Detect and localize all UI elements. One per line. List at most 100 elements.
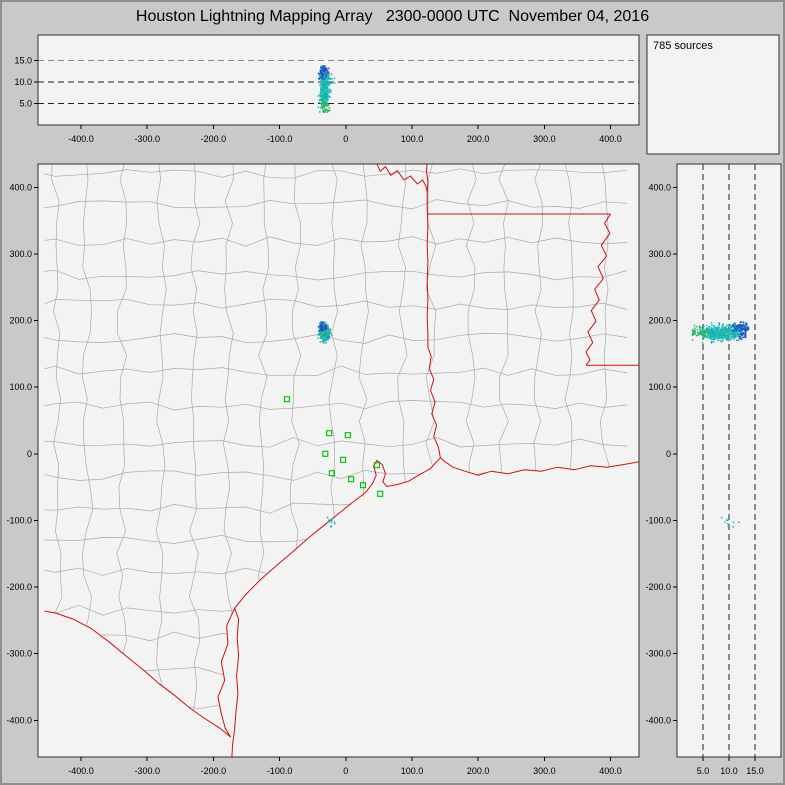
- lightning-source-point: [325, 86, 328, 89]
- county-line: [44, 365, 628, 376]
- lightning-source-point: [703, 334, 706, 337]
- lightning-source-point: [733, 323, 736, 326]
- county-line: [188, 164, 201, 738]
- ew-y-tick-label: 15.0: [14, 56, 32, 66]
- lightning-source-point: [701, 330, 703, 333]
- lightning-source-point: [719, 339, 722, 342]
- county-line: [116, 164, 128, 738]
- lightning-source-point: [321, 67, 324, 71]
- ew-panel-border: [37, 34, 640, 126]
- lightning-source-point: [744, 333, 747, 336]
- lightning-source-point: [330, 333, 332, 335]
- map-y-tick-label: 100.0: [9, 382, 32, 392]
- plan-view-map-panel[interactable]: [31, 157, 640, 758]
- sources-panel-border: [646, 34, 780, 155]
- lightning-source-point: [321, 107, 324, 110]
- lightning-source-point: [332, 517, 334, 520]
- lightning-source-point: [733, 333, 735, 336]
- lightning-source-point: [735, 329, 738, 332]
- lightning-source-point: [325, 325, 328, 328]
- lightning-source-point: [733, 331, 735, 334]
- lightning-source-point: [732, 335, 735, 338]
- map-y-tick-label: 200.0: [9, 316, 32, 326]
- axes-labels: -400.0 -400.0 -300.0 -300.0 -200.0 -200.0 -100…: [6, 56, 763, 776]
- page-title: Houston Lightning Mapping Array 2300-000…: [135, 8, 650, 25]
- lightning-source-point: [719, 330, 722, 333]
- lightning-source-point: [320, 106, 322, 109]
- ew-altitude-panel[interactable]: [37, 34, 640, 126]
- lightning-source-point: [318, 73, 321, 76]
- ew-x-tick-label: 200.0: [467, 134, 490, 144]
- map-x-tick-label: 0: [343, 766, 348, 776]
- lightning-source-point: [735, 324, 739, 328]
- lightning-source-point: [323, 107, 326, 109]
- lightning-source-point: [711, 327, 713, 330]
- map-y-tick-label: 0: [27, 449, 32, 459]
- lightning-source-point: [718, 322, 721, 324]
- lightning-source-point: [700, 329, 702, 332]
- state-border-tx-ne-corner: [425, 164, 429, 193]
- lightning-source-point: [317, 106, 320, 109]
- lightning-source-point: [327, 95, 329, 97]
- lightning-source-point: [333, 522, 336, 525]
- lightning-source-point: [716, 328, 718, 331]
- lightning-source-point: [329, 91, 332, 94]
- sources-histogram-panel[interactable]: [646, 34, 780, 155]
- lightning-source-point: [324, 338, 327, 341]
- lightning-source-point: [324, 82, 327, 84]
- lightning-source-point: [726, 334, 729, 337]
- lightning-source-point: [318, 77, 321, 80]
- lightning-source-point: [734, 335, 736, 338]
- lightning-source-point: [737, 521, 740, 523]
- lightning-source-point: [318, 326, 321, 329]
- lightning-source-point: [328, 331, 330, 334]
- lightning-source-point: [322, 94, 325, 97]
- map-y-tick-label: 300.0: [9, 249, 32, 259]
- lightning-source-point: [721, 324, 724, 326]
- lightning-source-point: [322, 84, 325, 86]
- state-border-tx-la-eastern-border: [426, 192, 441, 458]
- lightning-source-point: [725, 331, 728, 334]
- lightning-source-point: [324, 84, 327, 86]
- lightning-source-point: [722, 330, 724, 333]
- lightning-source-point: [321, 98, 323, 101]
- lightning-source-point: [329, 88, 331, 91]
- lightning-source-point: [730, 332, 733, 335]
- lightning-source-point: [740, 326, 743, 330]
- lightning-source-point: [728, 328, 731, 331]
- lightning-source-point: [329, 96, 331, 99]
- lightning-source-point: [721, 339, 724, 341]
- lightning-source-point: [696, 334, 699, 337]
- lightning-source-point: [327, 338, 329, 340]
- lightning-source-point: [325, 90, 328, 92]
- ns-altitude-panel[interactable]: [676, 163, 782, 758]
- lightning-source-point: [717, 333, 720, 335]
- lightning-source-point: [692, 332, 694, 335]
- lightning-source-point: [707, 335, 709, 338]
- lightning-source-point: [730, 339, 732, 341]
- lightning-source-point: [320, 103, 323, 106]
- lightning-source-point: [730, 327, 733, 330]
- lightning-source-point: [322, 321, 325, 324]
- lightning-source-point: [695, 325, 698, 328]
- lightning-source-point: [714, 333, 717, 335]
- lightning-source-point: [320, 321, 323, 324]
- ew-x-tick-label: 300.0: [533, 134, 556, 144]
- lightning-source-point: [693, 324, 696, 327]
- lma-station-marker: [340, 456, 347, 463]
- lightning-source-point: [320, 65, 323, 68]
- lightning-source-point: [327, 70, 329, 73]
- map-x-tick-label: 400.0: [599, 766, 622, 776]
- lightning-source-point: [743, 329, 747, 332]
- map-y-tick-label: -400.0: [6, 715, 32, 725]
- lightning-source-point: [325, 104, 328, 107]
- lightning-source-point: [737, 333, 740, 336]
- lma-station-marker: [322, 450, 329, 457]
- lightning-source-point: [319, 337, 322, 339]
- lightning-source-point: [727, 328, 730, 331]
- lightning-source-point: [324, 334, 327, 337]
- ew-y-tick-label: 5.0: [19, 99, 32, 109]
- lightning-source-point: [327, 81, 329, 84]
- lightning-source-point: [712, 341, 715, 343]
- lightning-source-point: [327, 103, 330, 106]
